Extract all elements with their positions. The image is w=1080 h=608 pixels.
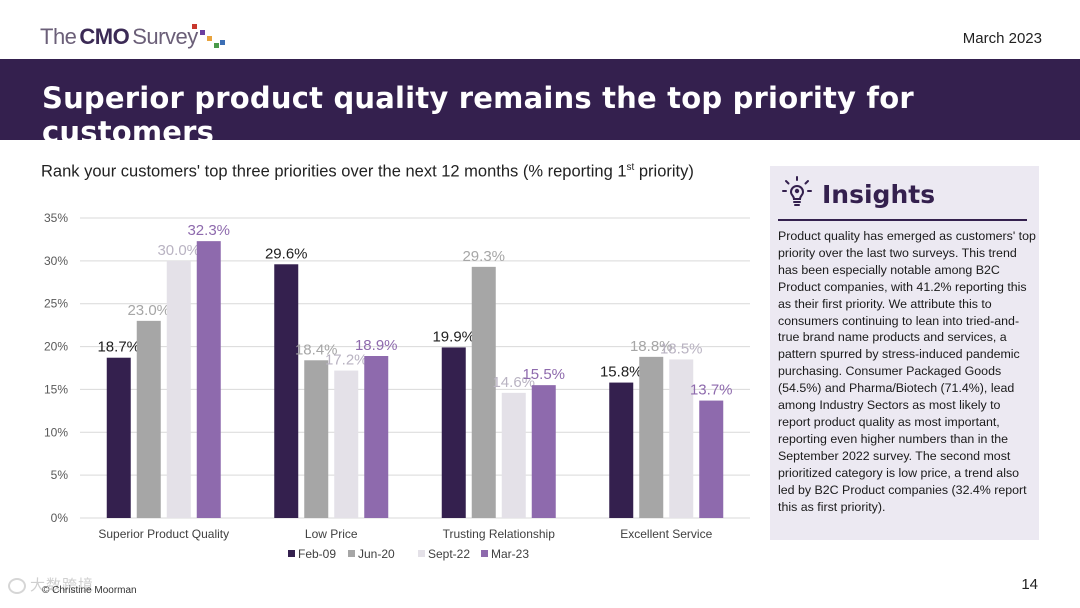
- data-label: 13.7%: [690, 382, 733, 399]
- insights-divider: [778, 219, 1027, 221]
- logo-word-the: The: [40, 24, 77, 49]
- bar: [196, 241, 221, 518]
- logo-square-green: [214, 43, 219, 48]
- bar: [639, 356, 664, 518]
- x-category-label: Trusting Relationship: [443, 527, 556, 541]
- data-label: 18.7%: [97, 339, 140, 356]
- insights-panel: Insights Product quality has emerged as …: [770, 166, 1039, 540]
- data-label: 29.6%: [265, 245, 308, 262]
- title-banner: Superior product quality remains the top…: [0, 59, 1080, 149]
- watermark: 大数跨境: [8, 574, 94, 595]
- bar: [441, 347, 466, 518]
- x-category-label: Superior Product Quality: [98, 527, 229, 541]
- bar: [334, 370, 359, 518]
- y-tick-label: 0%: [51, 511, 69, 525]
- insights-body: Product quality has emerged as customers…: [778, 229, 1036, 514]
- page-number: 14: [1021, 576, 1038, 593]
- bar: [304, 360, 329, 518]
- bar: [274, 264, 299, 518]
- data-label: 19.9%: [432, 328, 475, 345]
- data-label: 18.8%: [630, 338, 673, 355]
- x-category-label: Excellent Service: [620, 527, 712, 541]
- y-tick-label: 35%: [44, 211, 68, 225]
- insights-heading: Insights: [822, 180, 936, 209]
- data-label: 17.2%: [325, 352, 368, 369]
- lightbulb-icon: [782, 176, 812, 213]
- bar: [699, 400, 724, 518]
- bar: [106, 357, 131, 518]
- y-tick-label: 20%: [44, 340, 68, 354]
- data-label: 18.4%: [295, 341, 338, 358]
- watermark-logo-icon: [8, 578, 26, 595]
- report-date: March 2023: [962, 30, 1042, 47]
- logo-word-cmo: CMO: [79, 24, 130, 49]
- bar: [364, 356, 389, 518]
- bar: [136, 320, 161, 518]
- y-tick-label: 10%: [44, 425, 68, 439]
- y-tick-label: 30%: [44, 254, 68, 268]
- legend-label: Feb-09: [298, 547, 336, 561]
- question-text: Rank your customers' top three prioritie…: [41, 162, 627, 181]
- data-label: 15.8%: [600, 364, 643, 381]
- bar: [609, 382, 634, 518]
- data-label: 32.3%: [187, 222, 230, 239]
- priorities-bar-chart: 0% 5% 10% 15% 20% 25% 30% 35% 18.7% 23.0% 30.0% 32.…: [44, 211, 750, 561]
- logo-square-red: [192, 24, 197, 29]
- bar: [471, 266, 496, 518]
- bar: [531, 385, 556, 518]
- logo-square-orange: [207, 36, 212, 41]
- y-tick-label: 5%: [51, 468, 69, 482]
- bar: [501, 392, 526, 518]
- data-label: 14.6%: [492, 374, 535, 391]
- legend-label: Sept-22: [428, 547, 470, 561]
- data-label: 23.0%: [127, 302, 170, 319]
- survey-question: Rank your customers' top three prioritie…: [41, 162, 694, 182]
- watermark-text: 大数跨境: [30, 577, 95, 594]
- legend-swatch: [288, 550, 295, 557]
- question-superscript: st: [626, 162, 635, 173]
- data-label: 18.5%: [660, 340, 703, 357]
- slide-title: Superior product quality remains the top…: [42, 81, 914, 149]
- bar: [669, 359, 694, 518]
- x-category-label: Low Price: [305, 527, 358, 541]
- y-tick-label: 15%: [44, 382, 68, 396]
- y-tick-label: 25%: [44, 297, 68, 311]
- question-suffix: priority): [634, 162, 694, 181]
- copyright-notice: © Christine Moorman: [42, 585, 137, 596]
- legend-label: Jun-20: [358, 547, 395, 561]
- data-label: 29.3%: [462, 248, 505, 265]
- logo-word-survey: Survey: [132, 24, 198, 49]
- legend-swatch: [481, 550, 488, 557]
- insights-header: Insights: [782, 176, 935, 213]
- data-label: 15.5%: [522, 366, 565, 383]
- logo-square-blue: [220, 40, 225, 45]
- bar: [166, 260, 191, 518]
- legend-label: Mar-23: [491, 547, 529, 561]
- legend-swatch: [348, 550, 355, 557]
- logo-square-purple: [200, 30, 205, 35]
- cmo-survey-logo: The CMO Survey: [40, 22, 225, 52]
- data-label: 18.9%: [355, 337, 398, 354]
- data-label: 30.0%: [157, 242, 200, 259]
- legend-swatch: [418, 550, 425, 557]
